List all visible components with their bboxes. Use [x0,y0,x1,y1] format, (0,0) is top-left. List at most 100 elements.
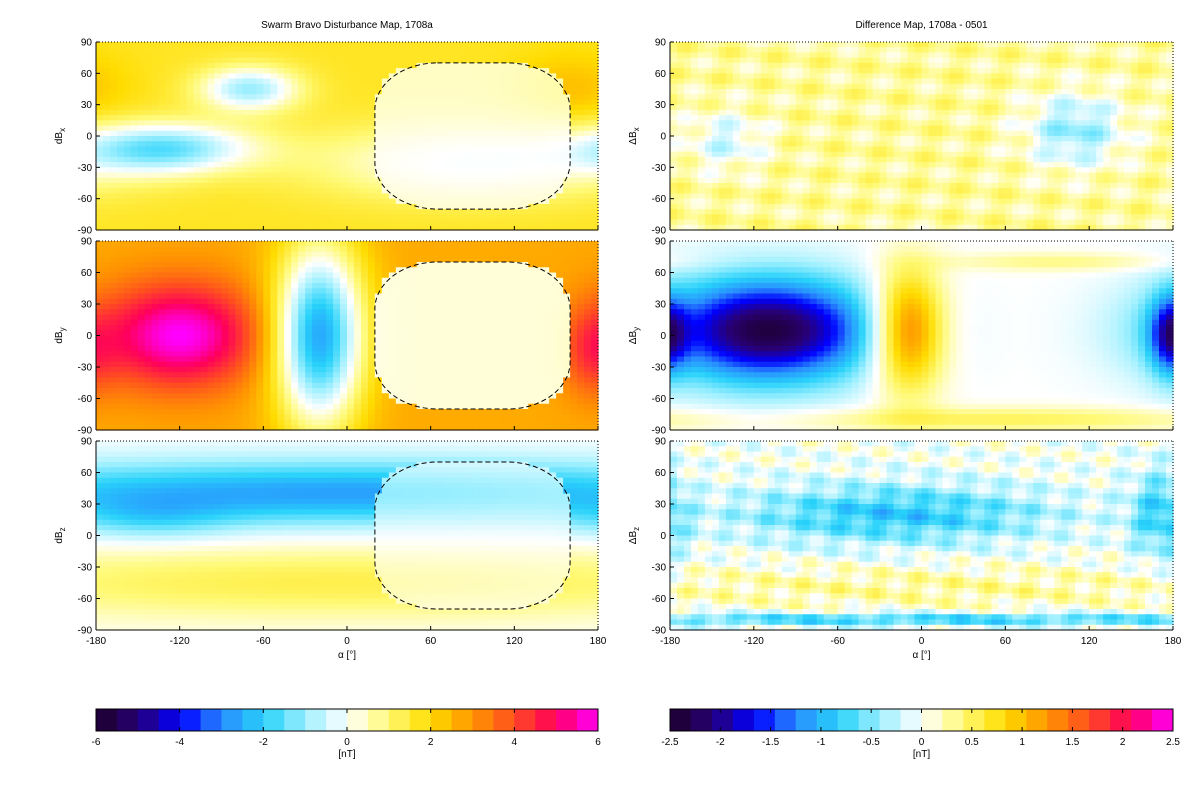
heatmap-cell [584,156,592,163]
heatmap-cell [507,356,515,363]
heatmap-cell [242,156,250,163]
heatmap-cell [353,183,362,189]
heatmap-cell [179,125,188,132]
heatmap-cell [535,351,543,358]
heatmap-cell [221,198,230,205]
heatmap-cell [186,298,195,305]
heatmap-cell [535,356,543,363]
heatmap-cell [249,136,257,142]
heatmap-cell [151,246,160,253]
heatmap-cell [137,115,146,121]
heatmap-cell [340,340,348,347]
heatmap-cell [291,193,299,200]
heatmap-cell [179,398,188,405]
heatmap-cell [535,298,543,305]
heatmap-cell [270,94,278,101]
heatmap-cell [549,262,557,268]
heatmap-cell [319,361,327,368]
heatmap-cell [353,125,362,132]
heatmap-cell [256,403,264,410]
heatmap-cell [263,346,271,352]
heatmap-cell [172,125,181,132]
heatmap-cell [172,241,181,247]
heatmap-cell [123,403,132,410]
heatmap-cell [360,78,369,85]
heatmap-cell [207,146,216,153]
heatmap-cell [256,424,264,431]
heatmap-cell [214,288,223,295]
heatmap-cell [151,130,160,137]
heatmap-cell [521,288,529,295]
heatmap-cell [500,120,508,127]
heatmap-cell [186,78,195,85]
heatmap-cell [507,288,515,295]
heatmap-cell [423,62,432,69]
heatmap-cell [235,351,244,358]
heatmap-cell [340,246,348,253]
heatmap-cell [374,188,383,195]
heatmap-cell [158,62,167,69]
heatmap-cell [235,78,244,85]
heatmap-cell [123,151,132,158]
heatmap-cell [500,283,508,289]
heatmap-cell [577,141,585,148]
heatmap-cell [186,403,195,410]
heatmap-cell [249,361,257,368]
heatmap-cell [542,388,550,394]
heatmap-cell [535,377,543,384]
heatmap-cell [200,314,209,321]
heatmap-cell [242,393,250,400]
heatmap-cell [423,177,432,184]
heatmap-cell [472,141,481,148]
heatmap-cell [458,130,467,137]
heatmap-cell [305,162,313,168]
heatmap-cell [374,393,383,400]
heatmap-cell [123,356,132,363]
heatmap-cell [486,351,495,358]
heatmap-cell [395,68,404,74]
heatmap-cell [207,136,216,142]
heatmap-cell [381,319,390,326]
heatmap-cell [500,156,508,163]
heatmap-cell [109,57,118,64]
heatmap-cell [423,398,432,405]
heatmap-cell [521,42,529,48]
heatmap-cell [242,198,250,205]
heatmap-cell [116,151,125,158]
heatmap-cell [116,262,125,268]
heatmap-cell [221,403,230,410]
heatmap-cell [123,89,132,95]
heatmap-cell [591,83,599,90]
heatmap-cell [451,382,460,389]
heatmap-cell [493,214,501,221]
heatmap-cell [165,203,174,210]
heatmap-cell [465,298,474,305]
heatmap-cell [409,283,418,289]
heatmap-cell [116,340,125,347]
heatmap-cell [242,298,250,305]
heatmap-cell [360,403,369,410]
heatmap-cell [235,193,244,200]
heatmap-cell [549,283,557,289]
heatmap-cell [165,314,174,321]
heatmap-cell [535,78,543,85]
heatmap-cell [549,130,557,137]
heatmap-cell [242,361,250,368]
heatmap-cell [563,136,571,142]
heatmap-cell [249,256,257,263]
heatmap-cell [235,57,244,64]
heatmap-cell [542,246,550,253]
heatmap-cell [326,293,334,300]
heatmap-cell [214,298,223,305]
heatmap-cell [347,167,355,174]
heatmap-cell [298,120,306,127]
heatmap-cell [535,409,543,415]
heatmap-cell [242,367,250,373]
heatmap-cell [165,309,174,316]
heatmap-cell [179,309,188,316]
heatmap-cell [263,424,271,431]
heatmap-cell [556,162,564,168]
heatmap-cell [360,73,369,80]
heatmap-cell [402,203,411,210]
heatmap-cell [151,42,160,48]
